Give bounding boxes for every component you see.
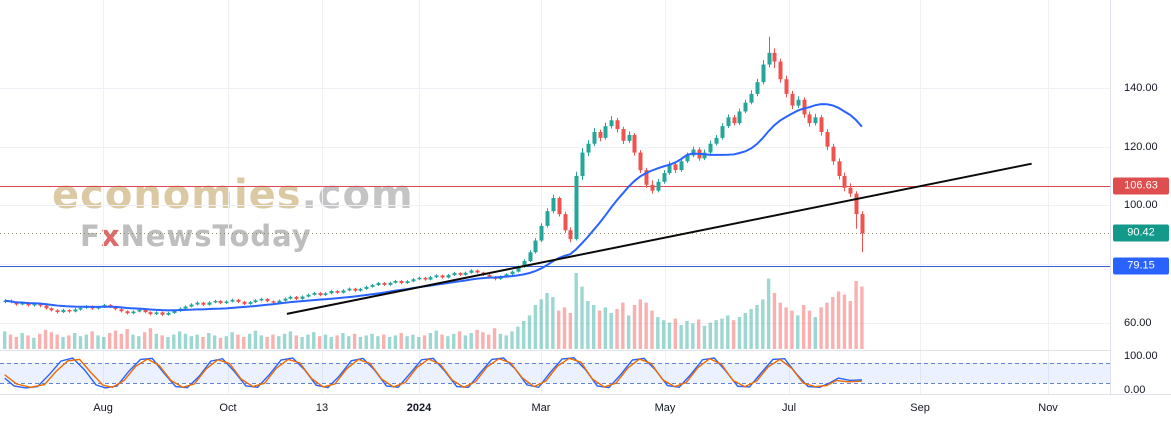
price-tick-label: 0.00 xyxy=(1124,384,1146,396)
price-level-badge: 90.42 xyxy=(1113,224,1169,242)
price-tick-label: 60.00 xyxy=(1124,316,1152,329)
price-tick-label: 100.00 xyxy=(1124,199,1158,212)
time-tick-label: 13 xyxy=(315,402,329,414)
price-level-badge: 79.15 xyxy=(1113,257,1169,275)
time-tick-label: 2024 xyxy=(406,402,432,414)
time-tick-label: Oct xyxy=(219,402,237,414)
time-tick-label: Aug xyxy=(93,402,113,414)
price-tick-label: 100.00 xyxy=(1124,350,1158,362)
time-tick-label: Nov xyxy=(1038,402,1058,414)
price-level-badge: 106.63 xyxy=(1113,177,1169,195)
time-tick-label: May xyxy=(654,402,676,414)
price-axis[interactable]: 140.00 120.00 100.00 60.00 100.00 0.00 106.63 9… xyxy=(1110,0,1171,396)
price-tick-label: 120.00 xyxy=(1124,140,1158,153)
time-tick-label: Mar xyxy=(531,402,551,414)
price-tick-label: 140.00 xyxy=(1124,82,1158,94)
time-tick-label: Sep xyxy=(910,402,930,414)
time-axis[interactable]: Aug Oct 13 2024 Mar May Jul Sep Nov xyxy=(0,394,1171,428)
time-tick-label: Jul xyxy=(781,402,797,414)
